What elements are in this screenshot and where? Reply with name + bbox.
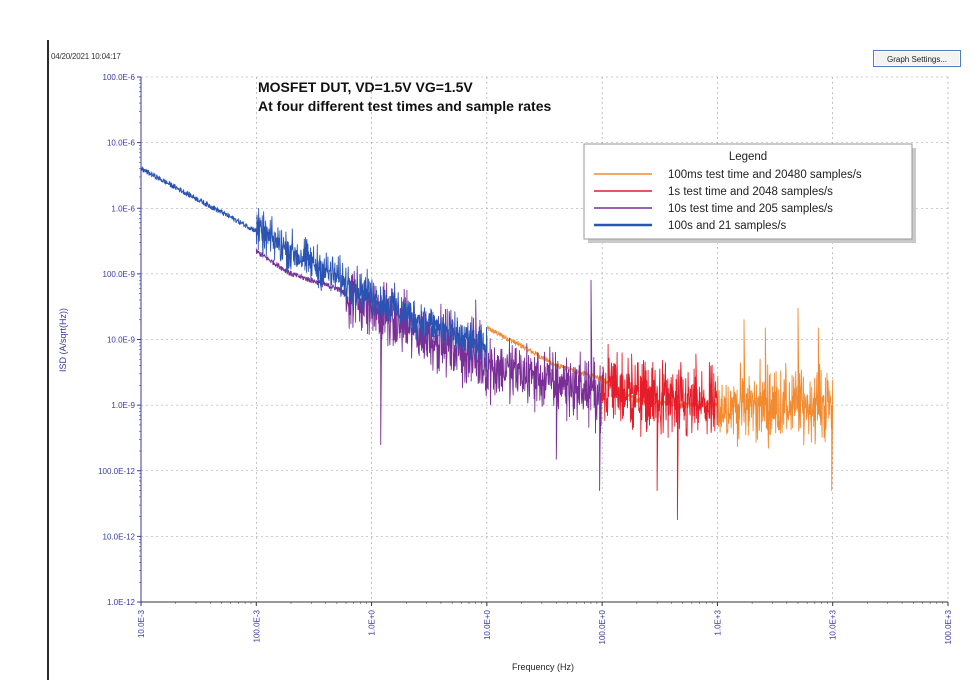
legend-entry-label: 100s and 21 samples/s (668, 220, 787, 232)
chart-subtitle: At four different test times and sample … (258, 98, 552, 114)
timestamp: 04/20/2021 10:04:17 (51, 52, 121, 61)
x-tick-label: 100.0E+0 (598, 609, 607, 644)
legend: Legend 100ms test time and 20480 samples… (583, 143, 916, 243)
x-tick-label: 100.0E-3 (252, 609, 261, 642)
legend-items: 100ms test time and 20480 samples/s 1s te… (594, 169, 862, 232)
y-axis-label: ISD (A/sqrt(Hz)) (58, 308, 68, 372)
chart-title: MOSFET DUT, VD=1.5V VG=1.5V (258, 79, 473, 95)
y-tick-label: 10.0E-6 (107, 139, 136, 148)
x-tick-label: 10.0E-3 (137, 609, 146, 638)
x-tick-label: 1.0E+3 (713, 609, 722, 635)
y-tick-label: 100.0E-9 (103, 270, 136, 279)
legend-title: Legend (729, 151, 767, 163)
x-tick-label: 10.0E+0 (483, 609, 492, 640)
y-tick-label: 1.0E-12 (107, 598, 136, 607)
legend-entry-label: 1s test time and 2048 samples/s (668, 186, 833, 198)
tick-labels: 10.0E-3 100.0E-3 1.0E+0 10.0E+0 100.0E+0 1.0E… (98, 73, 953, 644)
legend-entry-label: 10s test time and 205 samples/s (668, 203, 833, 215)
legend-entry-label: 100ms test time and 20480 samples/s (668, 169, 862, 181)
series-line-4 (140, 166, 488, 372)
y-tick-label: 10.0E-9 (107, 336, 136, 345)
window-frame-left (47, 40, 49, 680)
x-tick-label: 1.0E+0 (368, 609, 377, 635)
x-tick-label: 10.0E+3 (829, 609, 838, 640)
y-tick-label: 1.0E-9 (111, 401, 135, 410)
y-tick-label: 100.0E-12 (98, 467, 135, 476)
y-tick-label: 100.0E-6 (103, 73, 136, 82)
axes (140, 77, 948, 603)
series-layer (140, 166, 834, 521)
series-line-3 (255, 248, 603, 491)
series-line-2 (601, 343, 718, 521)
x-tick-label: 100.0E+3 (944, 609, 953, 644)
x-axis-label: Frequency (Hz) (512, 662, 574, 672)
y-tick-label: 1.0E-6 (111, 204, 135, 213)
y-tick-label: 10.0E-12 (103, 532, 136, 541)
graph-settings-button[interactable]: Graph Settings... (873, 50, 961, 67)
